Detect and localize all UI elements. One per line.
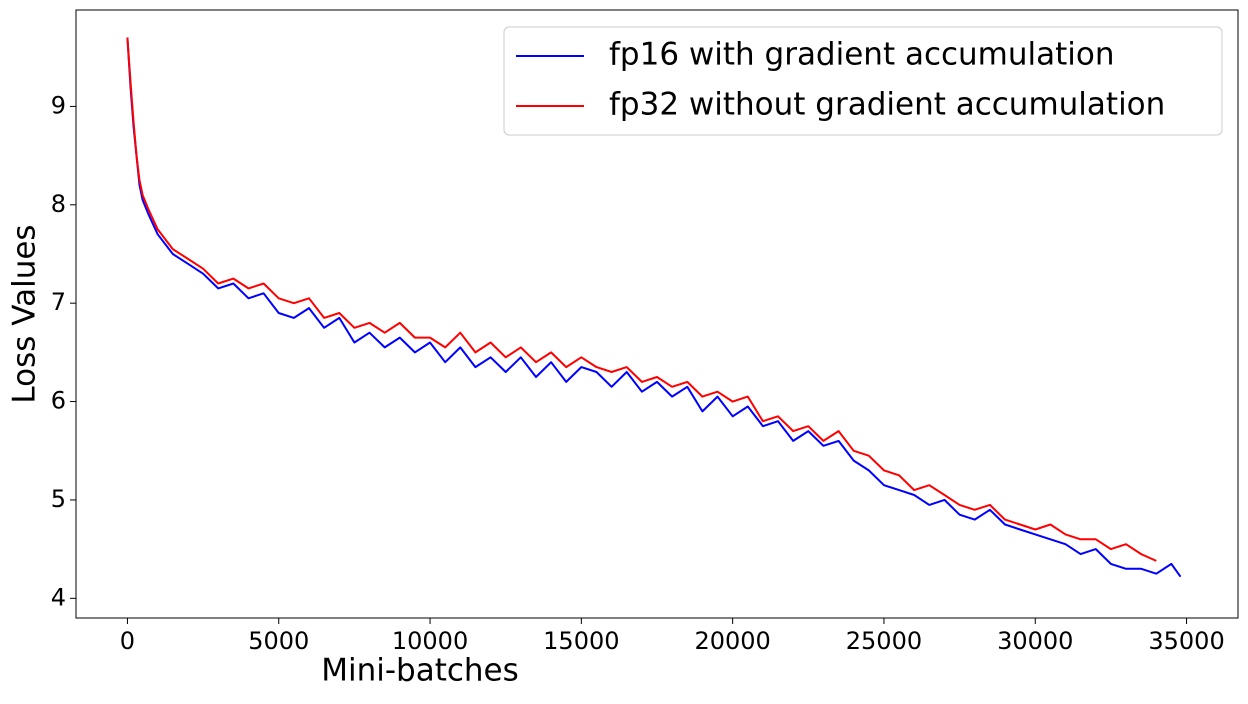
plot-frame	[75, 9, 1239, 619]
y-tick-label: 5	[51, 485, 66, 513]
series-line	[126, 37, 1157, 562]
y-axis-label: Loss Values	[7, 224, 43, 403]
x-tick-label: 15000	[543, 627, 619, 655]
x-tick-label: 20000	[694, 627, 770, 655]
y-tick-label: 7	[51, 288, 66, 316]
legend-label: fp16 with gradient accumulation	[609, 37, 1115, 73]
y-tick-label: 6	[51, 387, 66, 415]
legend-label: fp32 without gradient accumulation	[609, 87, 1165, 123]
y-tick-label: 4	[51, 583, 66, 611]
y-tick-label: 9	[51, 91, 66, 119]
x-tick-label: 30000	[997, 627, 1073, 655]
x-axis-label: Mini-batches	[321, 653, 519, 689]
x-tick-label: 35000	[1148, 627, 1224, 655]
x-tick-label: 0	[120, 627, 135, 655]
legend-box	[503, 26, 1223, 136]
y-tick-label: 8	[51, 190, 66, 218]
x-tick-label: 10000	[392, 627, 468, 655]
series-line	[126, 37, 1182, 578]
x-tick-label: 25000	[846, 627, 922, 655]
x-tick-label: 5000	[248, 627, 309, 655]
